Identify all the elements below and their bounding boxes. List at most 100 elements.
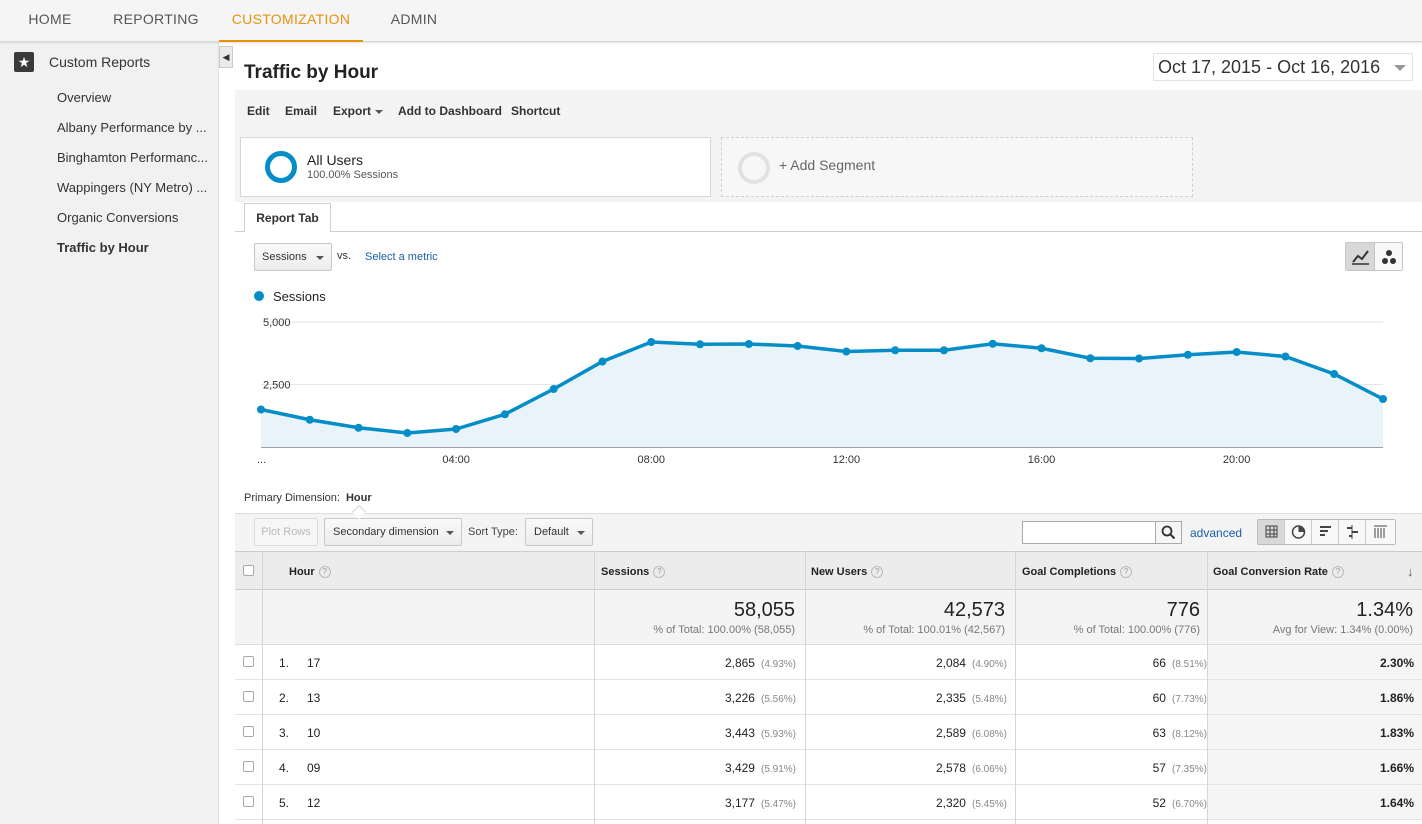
table-row[interactable]: 1.83% 3. 10 3,443 (5.93%) 2,589 (6.08%) 63 (8.12… bbox=[235, 715, 1422, 750]
new-users-pct: (5.48%) bbox=[971, 694, 1007, 705]
search-button[interactable] bbox=[1155, 521, 1182, 544]
table-row[interactable]: 1.66% 4. 09 3,429 (5.91%) 2,578 (6.06%) 57 (7.35… bbox=[235, 750, 1422, 785]
export-button[interactable]: Export bbox=[333, 104, 384, 118]
column-header-new-users[interactable]: New Users? bbox=[811, 552, 884, 589]
new-users-value: 2,589 bbox=[935, 726, 966, 740]
metric-select[interactable]: Sessions bbox=[254, 243, 332, 271]
data-point bbox=[939, 346, 948, 355]
tab-customization[interactable]: CUSTOMIZATION bbox=[219, 0, 363, 42]
row-checkbox[interactable] bbox=[243, 656, 254, 667]
empty-segment-ring-icon bbox=[738, 152, 770, 184]
pivot-icon bbox=[1374, 525, 1387, 538]
rate-cell-bg: 1.66% bbox=[1208, 750, 1422, 784]
goals-value: 66 bbox=[1152, 656, 1166, 670]
shortcut-button[interactable]: Shortcut bbox=[511, 104, 561, 118]
pie-view-button[interactable] bbox=[1285, 520, 1312, 544]
date-range-picker[interactable]: Oct 17, 2015 - Oct 16, 2016 bbox=[1153, 53, 1413, 81]
edit-button[interactable]: Edit bbox=[247, 104, 270, 118]
table-row[interactable]: 1.86% 2. 13 3,226 (5.56%) 2,335 (5.48%) 60 (7.73… bbox=[235, 680, 1422, 715]
goals-value: 63 bbox=[1152, 726, 1166, 740]
line-chart-button[interactable] bbox=[1346, 243, 1375, 270]
totals-row: 58,055 % of Total: 100.00% (58,055) 42,5… bbox=[235, 590, 1422, 645]
sidebar-item-wappingers[interactable]: Wappingers (NY Metro) ... bbox=[57, 180, 208, 195]
sidebar-item-organic-conversions[interactable]: Organic Conversions bbox=[57, 210, 179, 225]
chart-type-toggle bbox=[1345, 242, 1403, 271]
sessions-pct: (5.91%) bbox=[760, 764, 796, 775]
grid-icon bbox=[1265, 525, 1278, 538]
column-header-sessions[interactable]: Sessions? bbox=[601, 552, 666, 589]
goal-completions-cell: 60 (7.73%) bbox=[1153, 691, 1207, 705]
row-checkbox[interactable] bbox=[243, 691, 254, 702]
tab-home[interactable]: HOME bbox=[28, 11, 72, 27]
pivot-view-button[interactable] bbox=[1366, 520, 1393, 544]
row-rank: 3. bbox=[279, 726, 290, 740]
table-search-input[interactable] bbox=[1022, 521, 1156, 544]
custom-reports-header[interactable]: ★ Custom Reports bbox=[14, 52, 150, 72]
data-point bbox=[549, 385, 558, 393]
tab-reporting[interactable]: REPORTING bbox=[113, 11, 199, 27]
column-header-goal-completions[interactable]: Goal Completions? bbox=[1022, 552, 1133, 589]
table-row[interactable]: 1.64% 5. 12 3,177 (5.47%) 2,320 (5.45%) 52 (6.70… bbox=[235, 785, 1422, 820]
help-icon[interactable]: ? bbox=[871, 566, 884, 578]
hour-cell[interactable]: 10 bbox=[307, 726, 321, 740]
comparison-view-button[interactable] bbox=[1339, 520, 1366, 544]
column-header-goal-conversion-rate[interactable]: Goal Conversion Rate? bbox=[1213, 552, 1344, 589]
sidebar-item-albany[interactable]: Albany Performance by ... bbox=[57, 120, 207, 135]
plot-rows-button[interactable]: Plot Rows bbox=[254, 518, 318, 546]
sidebar-item-traffic-by-hour[interactable]: Traffic by Hour bbox=[57, 240, 149, 255]
sidebar-item-overview[interactable]: Overview bbox=[57, 90, 112, 105]
motion-chart-icon bbox=[1382, 250, 1396, 264]
advanced-filter-link[interactable]: advanced bbox=[1190, 526, 1243, 540]
sidebar-item-binghamton[interactable]: Binghamton Performanc... bbox=[57, 150, 209, 165]
add-segment-button[interactable]: + Add Segment bbox=[721, 137, 1193, 197]
column-divider bbox=[594, 551, 595, 824]
row-checkbox[interactable] bbox=[243, 796, 254, 807]
tab-admin[interactable]: ADMIN bbox=[390, 11, 438, 27]
sessions-header-label: Sessions bbox=[601, 566, 650, 578]
hour-cell[interactable]: 12 bbox=[307, 796, 321, 810]
sessions-value: 3,429 bbox=[724, 761, 755, 775]
top-navigation: HOME REPORTING CUSTOMIZATION ADMIN bbox=[0, 0, 1422, 42]
motion-chart-button[interactable] bbox=[1375, 243, 1403, 270]
segment-all-users[interactable]: All Users 100.00% Sessions bbox=[240, 137, 711, 197]
sessions-value: 3,226 bbox=[724, 691, 755, 705]
hour-cell[interactable]: 13 bbox=[307, 691, 321, 705]
row-checkbox[interactable] bbox=[243, 726, 254, 737]
add-segment-label: + Add Segment bbox=[779, 157, 876, 173]
primary-dimension-value[interactable]: Hour bbox=[345, 492, 372, 504]
select-metric-link[interactable]: Select a metric bbox=[365, 251, 438, 263]
bar-chart-icon bbox=[1320, 526, 1331, 536]
x-tick-label: 08:00 bbox=[637, 454, 665, 466]
sort-descending-icon[interactable]: ↓ bbox=[1407, 564, 1414, 579]
data-point bbox=[891, 346, 900, 355]
chevron-down-icon bbox=[1394, 65, 1406, 71]
hour-cell[interactable]: 09 bbox=[307, 761, 321, 775]
x-tick-label: 16:00 bbox=[1028, 454, 1056, 466]
export-label: Export bbox=[333, 104, 372, 118]
email-button[interactable]: Email bbox=[285, 104, 318, 118]
help-icon[interactable]: ? bbox=[1120, 566, 1133, 578]
x-tick-label: ... bbox=[257, 454, 266, 466]
help-icon[interactable]: ? bbox=[1331, 566, 1344, 578]
select-all-checkbox[interactable] bbox=[243, 565, 254, 576]
performance-view-button[interactable] bbox=[1312, 520, 1339, 544]
row-checkbox[interactable] bbox=[243, 761, 254, 772]
secondary-dimension-select[interactable]: Secondary dimension bbox=[324, 518, 462, 546]
help-icon[interactable]: ? bbox=[653, 566, 666, 578]
add-to-dashboard-button[interactable]: Add to Dashboard bbox=[398, 104, 502, 118]
collapse-sidebar-button[interactable]: ◀ bbox=[219, 46, 233, 68]
table-row[interactable]: 2.30% 1. 17 2,865 (4.93%) 2,084 (4.90%) 66 (8.51… bbox=[235, 645, 1422, 680]
goal-rate-cell: 2.30% bbox=[1379, 656, 1414, 670]
data-point bbox=[1037, 344, 1046, 353]
new-users-pct: (6.08%) bbox=[971, 729, 1007, 740]
tab-report[interactable]: Report Tab bbox=[244, 203, 331, 232]
rate-cell-bg: 1.64% bbox=[1208, 785, 1422, 819]
help-icon[interactable]: ? bbox=[318, 566, 331, 578]
data-table-view-button[interactable] bbox=[1258, 520, 1285, 544]
sort-type-select[interactable]: Default bbox=[525, 518, 593, 546]
data-point bbox=[452, 425, 461, 433]
data-point bbox=[744, 340, 753, 348]
hour-cell[interactable]: 17 bbox=[307, 656, 321, 670]
total-goal-completions: 776 % of Total: 100.00% (776) bbox=[1015, 590, 1200, 636]
column-header-hour[interactable]: Hour? bbox=[289, 552, 331, 589]
